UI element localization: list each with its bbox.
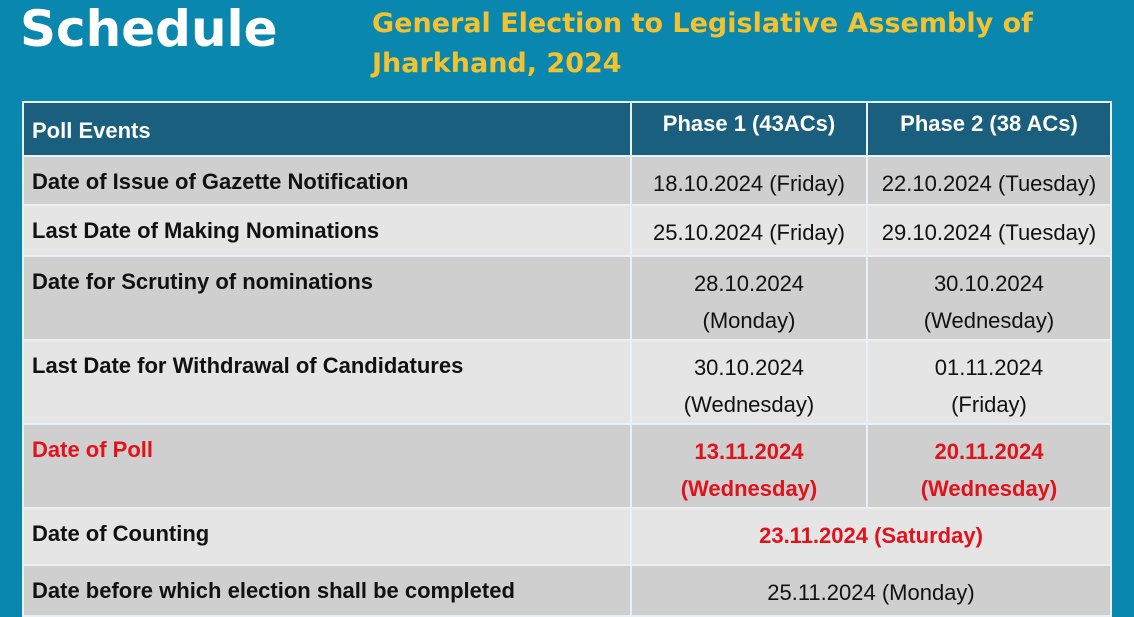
phase2-date: 30.10.2024 (Wednesday) [866,255,1112,341]
phase2-date: 29.10.2024 (Tuesday) [866,204,1112,257]
event-label: Last Date for Withdrawal of Candidatures [22,339,632,425]
phase2-date: 01.11.2024 (Friday) [866,339,1112,425]
event-label-poll: Date of Poll [22,423,632,509]
table-row: Date before which election shall be comp… [22,564,1112,617]
schedule-table: Poll Events Phase 1 (43ACs) Phase 2 (38 … [22,101,1112,617]
phase1-poll-date: 13.11.2024 (Wednesday) [630,423,868,509]
table-row: Last Date of Making Nominations 25.10.20… [22,204,1112,257]
completion-date: 25.11.2024 (Monday) [630,564,1112,617]
event-label: Date for Scrutiny of nominations [22,255,632,341]
phase2-poll-date: 20.11.2024 (Wednesday) [866,423,1112,509]
phase1-date: 30.10.2024 (Wednesday) [630,339,868,425]
event-label: Date before which election shall be comp… [22,564,632,617]
table-row: Last Date for Withdrawal of Candidatures… [22,339,1112,425]
table-row: Date of Poll 13.11.2024 (Wednesday) 20.1… [22,423,1112,509]
event-label: Last Date of Making Nominations [22,204,632,257]
header-phase-2: Phase 2 (38 ACs) [866,101,1112,157]
page-subtitle: General Election to Legislative Assembly… [372,8,1033,79]
table-row: Date of Issue of Gazette Notification 18… [22,155,1112,206]
header-poll-events: Poll Events [22,101,632,157]
table-row: Date of Counting 23.11.2024 (Saturday) [22,507,1112,566]
table-row: Date for Scrutiny of nominations 28.10.2… [22,255,1112,341]
phase1-date: 25.10.2024 (Friday) [630,204,868,257]
phase1-date: 28.10.2024 (Monday) [630,255,868,341]
event-label: Date of Counting [22,507,632,566]
counting-date: 23.11.2024 (Saturday) [630,507,1112,566]
event-label: Date of Issue of Gazette Notification [22,155,632,206]
phase1-date: 18.10.2024 (Friday) [630,155,868,206]
table-header: Poll Events Phase 1 (43ACs) Phase 2 (38 … [22,101,1112,157]
header-phase-1: Phase 1 (43ACs) [630,101,868,157]
page-title: Schedule [20,0,278,58]
phase2-date: 22.10.2024 (Tuesday) [866,155,1112,206]
